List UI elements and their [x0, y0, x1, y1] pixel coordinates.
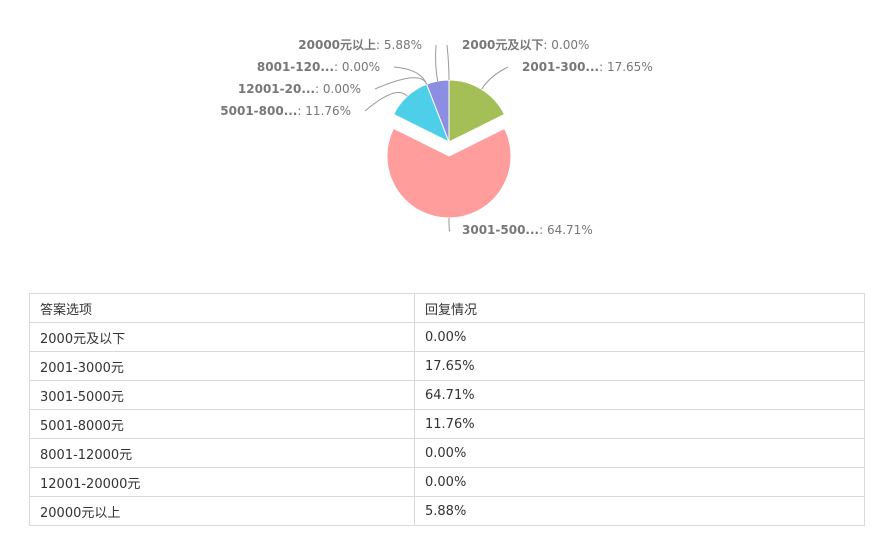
table-row: 12001-20000元 0.00% [29, 467, 865, 497]
pie-slice[interactable] [448, 79, 506, 143]
header-answer-option: 答案选项 [29, 293, 415, 323]
answer-table: 答案选项 回复情况 2000元及以下 0.00% 2001-3000元 17.6… [29, 293, 865, 526]
percent-cell: 0.00% [414, 438, 865, 468]
slice-label: 12001-20...: 0.00% [238, 82, 361, 96]
option-cell: 8001-12000元 [29, 438, 415, 468]
option-cell: 12001-20000元 [29, 467, 415, 497]
table-row: 3001-5000元 64.71% [29, 380, 865, 410]
option-cell: 3001-5000元 [29, 380, 415, 410]
slice-label: 2001-300...: 17.65% [522, 60, 653, 74]
pie-slice[interactable] [386, 127, 512, 219]
leader-line [446, 44, 450, 81]
percent-cell: 5.88% [414, 496, 865, 526]
slice-label: 5001-800...: 11.76% [220, 104, 351, 118]
percent-cell: 11.76% [414, 409, 865, 439]
slice-label: 8001-120...: 0.00% [257, 60, 380, 74]
option-cell: 2000元及以下 [29, 322, 415, 352]
leader-line [364, 92, 408, 112]
option-cell: 20000元以上 [29, 496, 415, 526]
table-row: 2001-3000元 17.65% [29, 351, 865, 381]
leader-line [435, 44, 439, 82]
percent-cell: 17.65% [414, 351, 865, 381]
header-response: 回复情况 [414, 293, 865, 323]
percent-cell: 0.00% [414, 467, 865, 497]
leader-line [448, 217, 451, 232]
table-row: 2000元及以下 0.00% [29, 322, 865, 352]
leader-line [374, 77, 428, 90]
option-cell: 5001-8000元 [29, 409, 415, 439]
table-header-row: 答案选项 回复情况 [29, 293, 865, 323]
table-row: 20000元以上 5.88% [29, 496, 865, 526]
option-cell: 2001-3000元 [29, 351, 415, 381]
slice-label: 20000元以上: 5.88% [298, 37, 422, 52]
slice-label: 2000元及以下: 0.00% [462, 38, 589, 52]
leader-line [393, 66, 428, 85]
percent-cell: 0.00% [414, 322, 865, 352]
table-row: 5001-8000元 11.76% [29, 409, 865, 439]
leader-line [481, 66, 509, 90]
pie-chart: 2000元及以下: 0.00% 2001-300...: 17.65% 3001-5… [0, 0, 879, 260]
pie-chart-svg: 2000元及以下: 0.00% 2001-300...: 17.65% 3001-5… [220, 37, 653, 237]
percent-cell: 64.71% [414, 380, 865, 410]
table-row: 8001-12000元 0.00% [29, 438, 865, 468]
slice-label: 3001-500...: 64.71% [462, 223, 593, 237]
